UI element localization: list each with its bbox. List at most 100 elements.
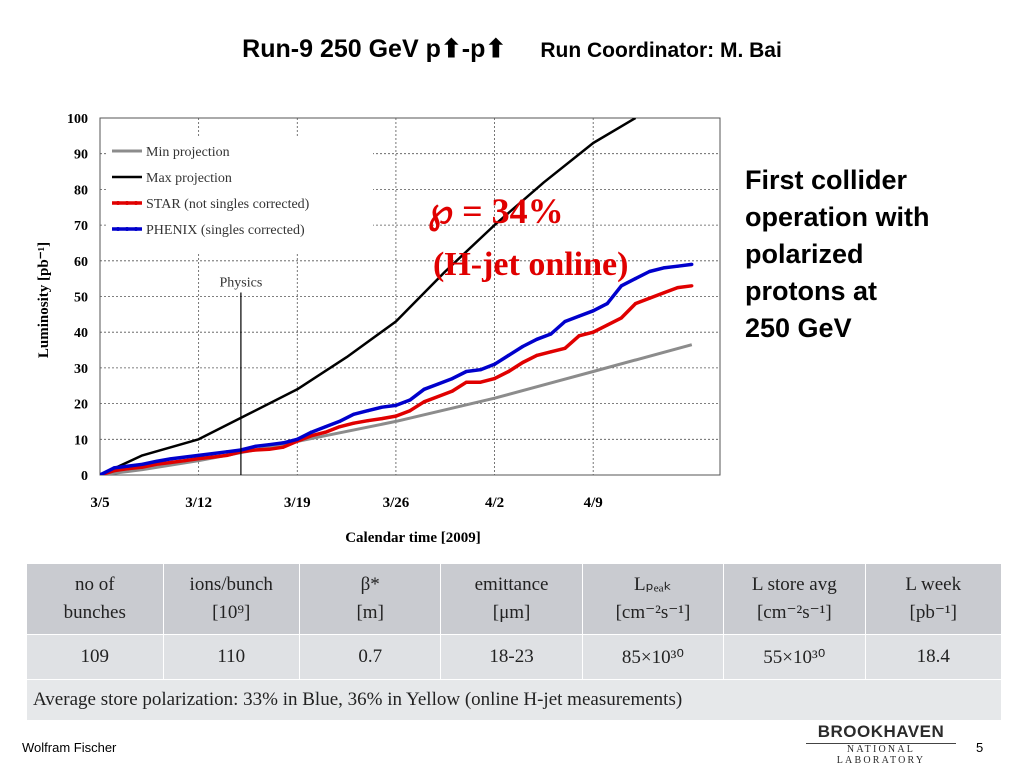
legend-label-star: STAR (not singles corrected) xyxy=(146,197,310,212)
series-point-phenix xyxy=(450,377,454,381)
run-coordinator: Run Coordinator: M. Bai xyxy=(540,39,782,62)
series-point-star xyxy=(253,448,257,452)
y-tick-label: 40 xyxy=(74,326,88,341)
value-cell: 18-23 xyxy=(440,634,583,680)
header-cell: emittance [μm] xyxy=(440,563,583,635)
series-point-phenix xyxy=(253,444,257,449)
value-cell: 18.4 xyxy=(864,634,1002,680)
header-line: ions/bunch xyxy=(189,574,273,595)
table-header-row: no of bunches ions/bunch [10⁹] β* [m] emitt… xyxy=(26,563,1002,635)
series-point-phenix xyxy=(323,425,328,429)
series-point-phenix xyxy=(549,332,553,336)
x-tick-label: 3/12 xyxy=(185,495,212,511)
series-point-phenix xyxy=(168,457,173,461)
series-point-star xyxy=(366,419,370,423)
series-point-phenix xyxy=(295,437,299,441)
header-line: [10⁹] xyxy=(212,602,251,623)
header-line: [cm⁻²s⁻¹] xyxy=(756,602,832,623)
legend-label-phenix: PHENIX (singles corrected) xyxy=(146,223,305,238)
side-line-5: 250 GeV xyxy=(745,313,852,343)
series-point-phenix xyxy=(408,398,412,402)
title-main: Run-9 250 GeV p⬆-p⬆ xyxy=(242,35,507,63)
series-point-phenix xyxy=(422,387,426,391)
series-point-phenix xyxy=(281,441,285,445)
legend-marker xyxy=(116,227,120,231)
series-point-phenix xyxy=(676,264,680,268)
series-point-star xyxy=(478,380,483,384)
series-point-phenix xyxy=(507,353,511,358)
table-row: 109 110 0.7 18-23 85×10³⁰ 55×10³⁰ 18.4 xyxy=(26,634,1002,680)
series-point-star xyxy=(337,425,342,429)
polarization-value: = 34% xyxy=(453,191,564,231)
series-point-phenix xyxy=(605,302,609,306)
series-point-phenix xyxy=(267,443,271,447)
y-tick-label: 30 xyxy=(74,362,88,377)
x-tick-label: 3/5 xyxy=(90,495,109,511)
series-point-phenix xyxy=(126,464,130,468)
y-tick-label: 0 xyxy=(81,469,88,484)
series-point-phenix xyxy=(436,382,440,386)
series-point-phenix xyxy=(394,403,398,407)
series-point-star xyxy=(563,346,567,350)
series-point-phenix xyxy=(492,362,497,366)
series-point-phenix xyxy=(619,284,623,288)
x-tick-label: 3/26 xyxy=(383,495,410,511)
series-point-star xyxy=(211,455,215,459)
polarization-symbol: ℘ xyxy=(428,191,453,232)
value-cell: 109 xyxy=(26,634,164,680)
value-cell: 85×10³⁰ xyxy=(581,634,725,680)
page-number: 5 xyxy=(976,740,984,755)
legend-box xyxy=(108,138,373,253)
series-point-phenix xyxy=(662,266,666,270)
x-axis: 3/5 3/12 3/19 3/26 4/2 4/9 xyxy=(90,495,602,511)
y-tick-label: 100 xyxy=(67,112,88,127)
series-point-star xyxy=(380,416,384,421)
table-note-row: Average store polarization: 33% in Blue,… xyxy=(26,679,1002,721)
header-cell: β* [m] xyxy=(298,563,442,635)
value-cell: 55×10³⁰ xyxy=(723,634,866,680)
y-tick-label: 70 xyxy=(74,219,88,234)
legend-label-min: Min projection xyxy=(146,145,230,160)
series-point-phenix xyxy=(647,269,652,274)
series-point-star xyxy=(197,456,201,461)
series-point-star xyxy=(323,430,328,434)
value-cell: 0.7 xyxy=(298,634,442,680)
header-line: [μm] xyxy=(492,602,531,623)
series-point-phenix xyxy=(380,405,384,409)
legend-marker xyxy=(134,227,138,231)
series-point-phenix xyxy=(535,337,539,341)
series-point-star xyxy=(154,462,158,466)
series-point-star xyxy=(225,453,229,457)
y-tick-label: 90 xyxy=(74,148,88,163)
legend-label-max: Max projection xyxy=(146,171,232,186)
side-line-3: polarized xyxy=(745,239,864,269)
series-lines xyxy=(100,118,694,475)
series-point-star xyxy=(535,353,539,358)
header-line: β* xyxy=(360,574,380,595)
series-point-star xyxy=(619,316,623,320)
series-point-phenix xyxy=(690,262,694,266)
series-point-phenix xyxy=(182,455,187,459)
series-point-phenix xyxy=(366,409,370,413)
legend-marker xyxy=(125,201,129,205)
series-point-star xyxy=(591,330,595,334)
side-line-1: First collider xyxy=(745,165,908,195)
series-point-star xyxy=(281,445,285,449)
series-point-star xyxy=(408,409,412,413)
series-point-star xyxy=(577,334,581,338)
series-point-phenix xyxy=(521,344,525,349)
series-point-phenix xyxy=(591,309,595,313)
footer-author: Wolfram Fischer xyxy=(22,740,117,755)
legend-marker xyxy=(125,227,129,231)
x-tick-label: 4/2 xyxy=(485,495,504,511)
series-point-phenix xyxy=(309,430,313,434)
side-line-4: protons at xyxy=(745,276,877,306)
header-line: emittance xyxy=(474,574,549,595)
header-line: bunches xyxy=(63,602,126,623)
polarization-label: ℘ = 34% xyxy=(428,191,564,232)
series-point-star xyxy=(521,360,525,365)
series-point-star xyxy=(605,323,609,327)
series-point-star xyxy=(168,460,173,465)
series-line-max xyxy=(100,118,637,475)
series-point-phenix xyxy=(464,369,468,374)
